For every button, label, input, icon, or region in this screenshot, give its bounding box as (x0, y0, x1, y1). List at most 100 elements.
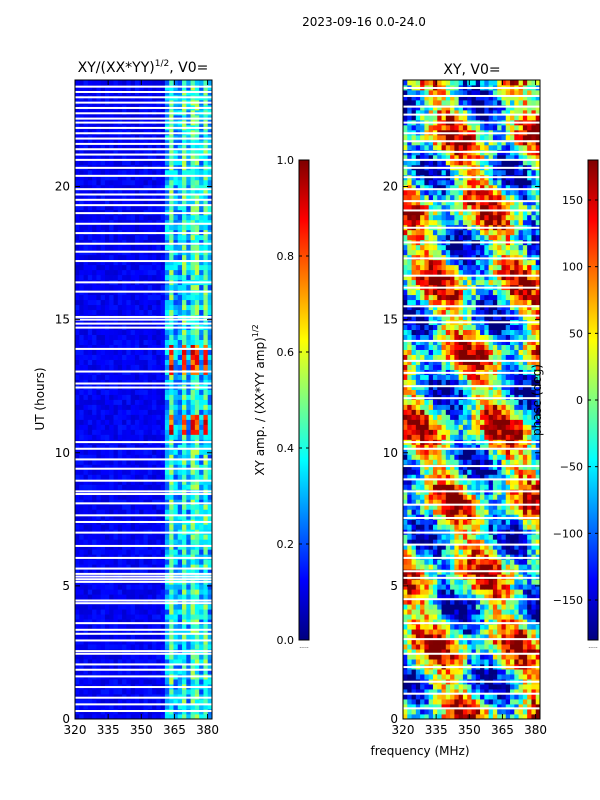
heatmap-cell (501, 669, 507, 675)
heatmap-cell (199, 699, 204, 705)
heatmap-cell (104, 569, 110, 575)
heatmap-cell (156, 199, 162, 206)
heatmap-cell (117, 264, 123, 271)
heatmap-cell (92, 654, 97, 660)
heatmap-cell (177, 654, 183, 660)
heatmap-cell (126, 589, 132, 595)
panel1-ytick-label: 15 (55, 313, 70, 327)
heatmap-cell (96, 219, 102, 226)
heatmap-cell (92, 644, 97, 650)
heatmap-cell (445, 639, 451, 645)
panel1-heatmap (75, 80, 213, 720)
heatmap-cell (79, 484, 84, 490)
heatmap-cell (497, 654, 502, 660)
heatmap-cell (122, 179, 127, 186)
heatmap-cell (96, 569, 102, 575)
heatmap-cell (147, 319, 153, 326)
heatmap-cell (134, 424, 140, 430)
heatmap-cell (134, 444, 140, 450)
heatmap-cell (156, 169, 162, 176)
heatmap-cell (130, 269, 136, 276)
heatmap-cell (134, 604, 140, 610)
heatmap-cell (87, 294, 93, 301)
heatmap-cell (173, 374, 179, 380)
heatmap-cell (160, 359, 166, 365)
heatmap-cell (152, 619, 157, 625)
heatmap-cell (160, 239, 166, 246)
heatmap-cell (130, 569, 136, 575)
heatmap-cell (126, 354, 132, 360)
heatmap-cell (87, 524, 93, 530)
heatmap-cell (207, 139, 213, 146)
heatmap-cell (207, 424, 213, 430)
heatmap-cell (437, 714, 442, 720)
heatmap-cell (182, 639, 187, 645)
heatmap-cell (445, 689, 451, 695)
heatmap-cell (92, 534, 97, 540)
heatmap-cell (75, 509, 80, 515)
heatmap-cell (83, 609, 89, 615)
heatmap-cell (535, 604, 541, 610)
heatmap-cell (156, 544, 162, 550)
heatmap-cell (182, 669, 187, 675)
heatmap-cell (156, 319, 162, 326)
heatmap-cell (535, 689, 541, 695)
heatmap-cell (113, 334, 119, 340)
heatmap-cell (122, 159, 127, 166)
heatmap-cell (143, 344, 149, 350)
heatmap-cell (182, 484, 187, 490)
heatmap-cell (190, 559, 196, 565)
heatmap-cell (510, 689, 515, 695)
heatmap-cell (100, 594, 106, 600)
heatmap-cell (143, 539, 149, 545)
heatmap-cell (87, 179, 93, 186)
heatmap-cell (92, 549, 97, 555)
heatmap-cell (454, 614, 460, 620)
heatmap-cell (190, 354, 196, 360)
heatmap-cell (194, 409, 200, 415)
heatmap-cell (109, 219, 114, 226)
colorbar1-tick-label: 0.4 (277, 442, 295, 455)
heatmap-cell (96, 259, 102, 266)
heatmap-cell (182, 234, 187, 241)
heatmap-cell (160, 599, 166, 605)
heatmap-cell (92, 399, 97, 405)
heatmap-cell (79, 339, 84, 345)
heatmap-cell (126, 474, 132, 480)
heatmap-cell (122, 359, 127, 365)
heatmap-cell (203, 294, 209, 301)
heatmap-cell (164, 154, 170, 161)
heatmap-cell (117, 464, 123, 470)
heatmap-cell (117, 224, 123, 231)
heatmap-cell (207, 354, 213, 360)
heatmap-cell (83, 399, 89, 405)
heatmap-cell (182, 154, 187, 161)
heatmap-cell (403, 604, 408, 610)
heatmap-cell (169, 344, 174, 350)
heatmap-cell (152, 169, 157, 176)
heatmap-cell (100, 294, 106, 301)
heatmap-cell (492, 659, 498, 665)
heatmap-cell (173, 284, 179, 291)
heatmap-cell (415, 669, 421, 675)
data-gap (75, 531, 212, 534)
heatmap-cell (147, 339, 153, 345)
heatmap-cell (79, 204, 84, 211)
heatmap-cell (100, 644, 106, 650)
heatmap-cell (203, 669, 209, 675)
heatmap-cell (177, 434, 183, 440)
heatmap-cell (203, 394, 209, 400)
data-gap (75, 575, 212, 578)
heatmap-cell (152, 434, 157, 440)
heatmap-cell (199, 589, 204, 595)
data-gap (75, 580, 212, 583)
heatmap-cell (100, 664, 106, 670)
heatmap-cell (194, 389, 200, 395)
heatmap-cell (113, 469, 119, 475)
heatmap-cell (100, 654, 106, 660)
heatmap-cell (134, 174, 140, 181)
heatmap-cell (96, 714, 102, 720)
heatmap-cell (134, 419, 140, 425)
heatmap-cell (109, 689, 114, 695)
heatmap-cell (122, 679, 127, 685)
